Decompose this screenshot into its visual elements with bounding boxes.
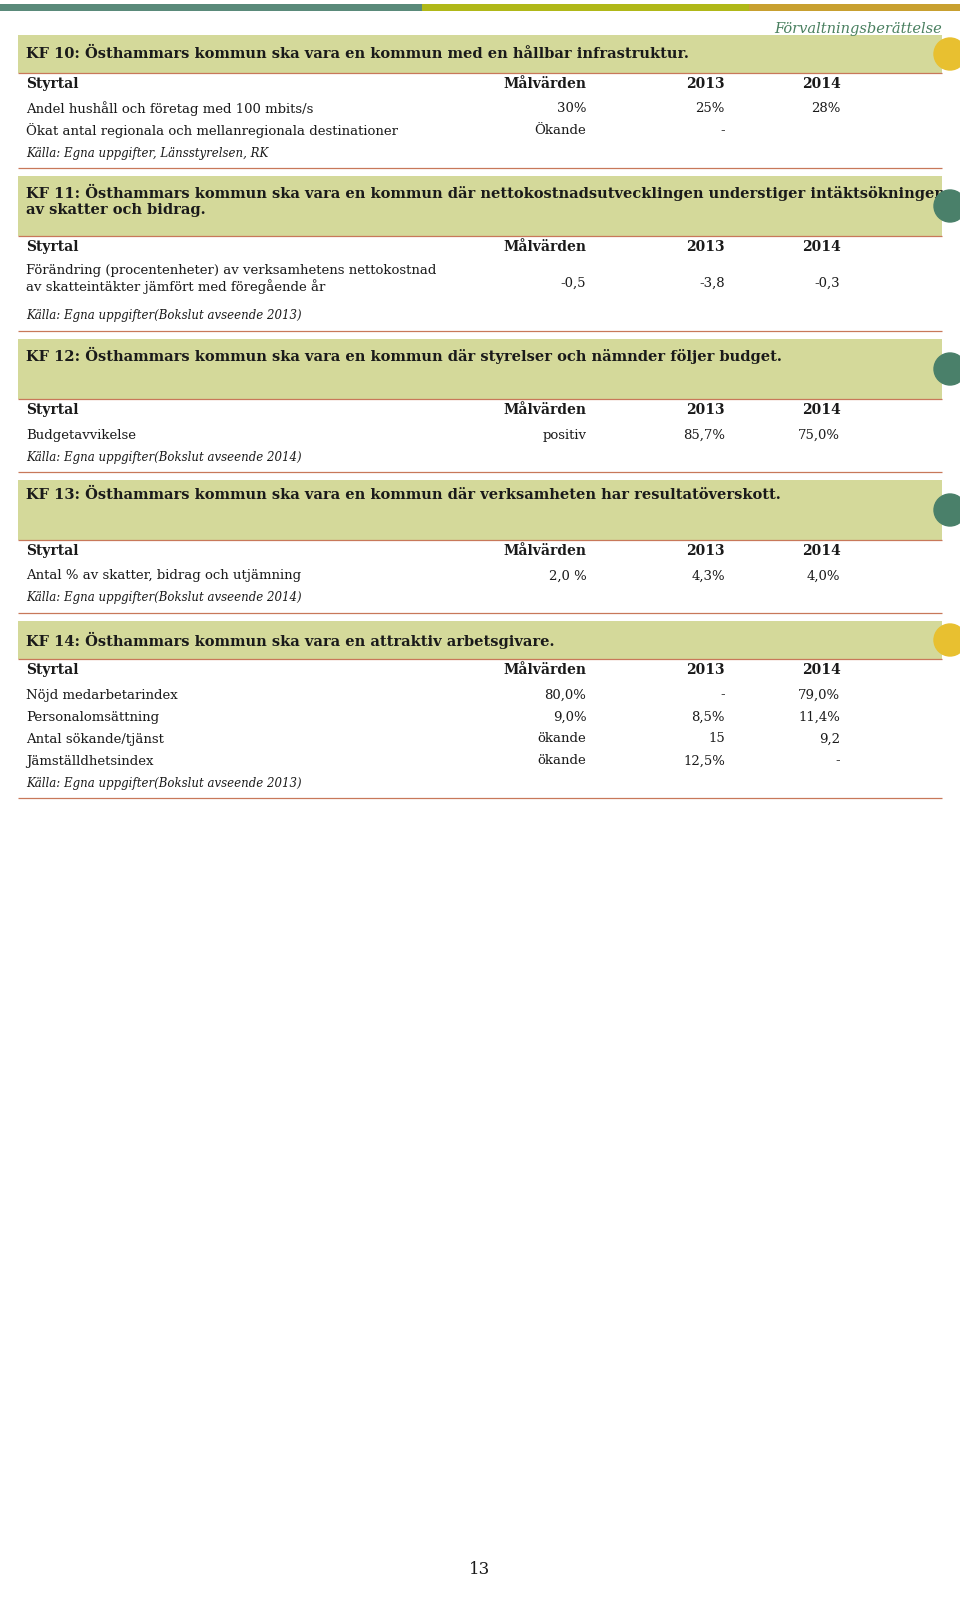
Text: Målvärden: Målvärden xyxy=(503,77,587,91)
Text: 25%: 25% xyxy=(695,102,725,115)
Text: -: - xyxy=(720,125,725,137)
Text: Styrtal: Styrtal xyxy=(26,77,79,91)
Text: Styrtal: Styrtal xyxy=(26,402,79,417)
Text: Budgetavvikelse: Budgetavvikelse xyxy=(26,428,136,441)
Text: 2013: 2013 xyxy=(686,545,725,557)
Circle shape xyxy=(934,493,960,525)
Text: 2,0 %: 2,0 % xyxy=(548,570,587,583)
Text: Källa: Egna uppgifter, Länsstyrelsen, RK: Källa: Egna uppgifter, Länsstyrelsen, RK xyxy=(26,147,268,160)
Bar xyxy=(749,5,960,11)
Text: Förändring (procentenheter) av verksamhetens nettokostnad
av skatteintäkter jämf: Förändring (procentenheter) av verksamhe… xyxy=(26,264,437,294)
Text: -0,5: -0,5 xyxy=(561,276,587,289)
Text: 2014: 2014 xyxy=(802,77,840,91)
Bar xyxy=(18,481,942,540)
Text: 79,0%: 79,0% xyxy=(798,688,840,701)
Text: 28%: 28% xyxy=(811,102,840,115)
Bar xyxy=(422,5,749,11)
Text: 2014: 2014 xyxy=(802,402,840,417)
Text: 2014: 2014 xyxy=(802,545,840,557)
Text: Målvärden: Målvärden xyxy=(503,240,587,254)
Text: 2013: 2013 xyxy=(686,402,725,417)
Text: KF 11: Östhammars kommun ska vara en kommun där nettokostnadsutvecklingen unders: KF 11: Östhammars kommun ska vara en kom… xyxy=(26,184,945,217)
Text: Personalomsättning: Personalomsättning xyxy=(26,711,159,723)
Text: 9,2: 9,2 xyxy=(820,733,840,746)
Text: 2013: 2013 xyxy=(686,240,725,254)
Text: Antal sökande/tjänst: Antal sökande/tjänst xyxy=(26,733,164,746)
Text: Källa: Egna uppgifter(Bokslut avseende 2013): Källa: Egna uppgifter(Bokslut avseende 2… xyxy=(26,310,301,323)
Text: -3,8: -3,8 xyxy=(699,276,725,289)
Text: KF 13: Östhammars kommun ska vara en kommun där verksamheten har resultatöversko: KF 13: Östhammars kommun ska vara en kom… xyxy=(26,489,780,501)
Bar xyxy=(18,176,942,236)
Text: -: - xyxy=(720,688,725,701)
Text: 2014: 2014 xyxy=(802,240,840,254)
Text: ökande: ökande xyxy=(538,754,587,768)
Bar xyxy=(0,5,422,11)
Bar xyxy=(18,339,942,399)
Text: Jämställdhetsindex: Jämställdhetsindex xyxy=(26,754,154,768)
Text: 75,0%: 75,0% xyxy=(799,428,840,441)
Bar xyxy=(18,35,942,73)
Text: 9,0%: 9,0% xyxy=(553,711,587,723)
Text: 4,3%: 4,3% xyxy=(691,570,725,583)
Circle shape xyxy=(934,190,960,222)
Text: 15: 15 xyxy=(708,733,725,746)
Text: positiv: positiv xyxy=(542,428,587,441)
Text: 2014: 2014 xyxy=(802,663,840,677)
Circle shape xyxy=(934,624,960,656)
Text: 30%: 30% xyxy=(557,102,587,115)
Text: 2013: 2013 xyxy=(686,663,725,677)
Text: Källa: Egna uppgifter(Bokslut avseende 2014): Källa: Egna uppgifter(Bokslut avseende 2… xyxy=(26,450,301,463)
Text: Styrtal: Styrtal xyxy=(26,240,79,254)
Text: 8,5%: 8,5% xyxy=(691,711,725,723)
Text: 12,5%: 12,5% xyxy=(683,754,725,768)
Text: ökande: ökande xyxy=(538,733,587,746)
Text: Ökande: Ökande xyxy=(535,125,587,137)
Text: 85,7%: 85,7% xyxy=(683,428,725,441)
Text: 11,4%: 11,4% xyxy=(799,711,840,723)
Text: Målvärden: Målvärden xyxy=(503,663,587,677)
Text: Antal % av skatter, bidrag och utjämning: Antal % av skatter, bidrag och utjämning xyxy=(26,570,301,583)
Text: 13: 13 xyxy=(469,1560,491,1578)
Text: Nöjd medarbetarindex: Nöjd medarbetarindex xyxy=(26,688,178,701)
Circle shape xyxy=(934,38,960,70)
Circle shape xyxy=(934,353,960,385)
Text: Förvaltningsberättelse: Förvaltningsberättelse xyxy=(775,22,942,37)
Text: Styrtal: Styrtal xyxy=(26,663,79,677)
Text: KF 12: Östhammars kommun ska vara en kommun där styrelser och nämnder följer bud: KF 12: Östhammars kommun ska vara en kom… xyxy=(26,347,781,364)
Bar xyxy=(18,621,942,660)
Text: 4,0%: 4,0% xyxy=(806,570,840,583)
Text: Källa: Egna uppgifter(Bokslut avseende 2013): Källa: Egna uppgifter(Bokslut avseende 2… xyxy=(26,776,301,789)
Text: KF 10: Östhammars kommun ska vara en kommun med en hållbar infrastruktur.: KF 10: Östhammars kommun ska vara en kom… xyxy=(26,46,689,61)
Text: Styrtal: Styrtal xyxy=(26,545,79,557)
Text: Andel hushåll och företag med 100 mbits/s: Andel hushåll och företag med 100 mbits/… xyxy=(26,102,313,117)
Text: Ökat antal regionala och mellanregionala destinationer: Ökat antal regionala och mellanregionala… xyxy=(26,123,398,139)
Text: 80,0%: 80,0% xyxy=(544,688,587,701)
Text: Källa: Egna uppgifter(Bokslut avseende 2014): Källa: Egna uppgifter(Bokslut avseende 2… xyxy=(26,591,301,605)
Text: Målvärden: Målvärden xyxy=(503,402,587,417)
Text: -: - xyxy=(836,754,840,768)
Text: KF 14: Östhammars kommun ska vara en attraktiv arbetsgivare.: KF 14: Östhammars kommun ska vara en att… xyxy=(26,631,555,648)
Text: -0,3: -0,3 xyxy=(815,276,840,289)
Text: Målvärden: Målvärden xyxy=(503,545,587,557)
Text: 2013: 2013 xyxy=(686,77,725,91)
